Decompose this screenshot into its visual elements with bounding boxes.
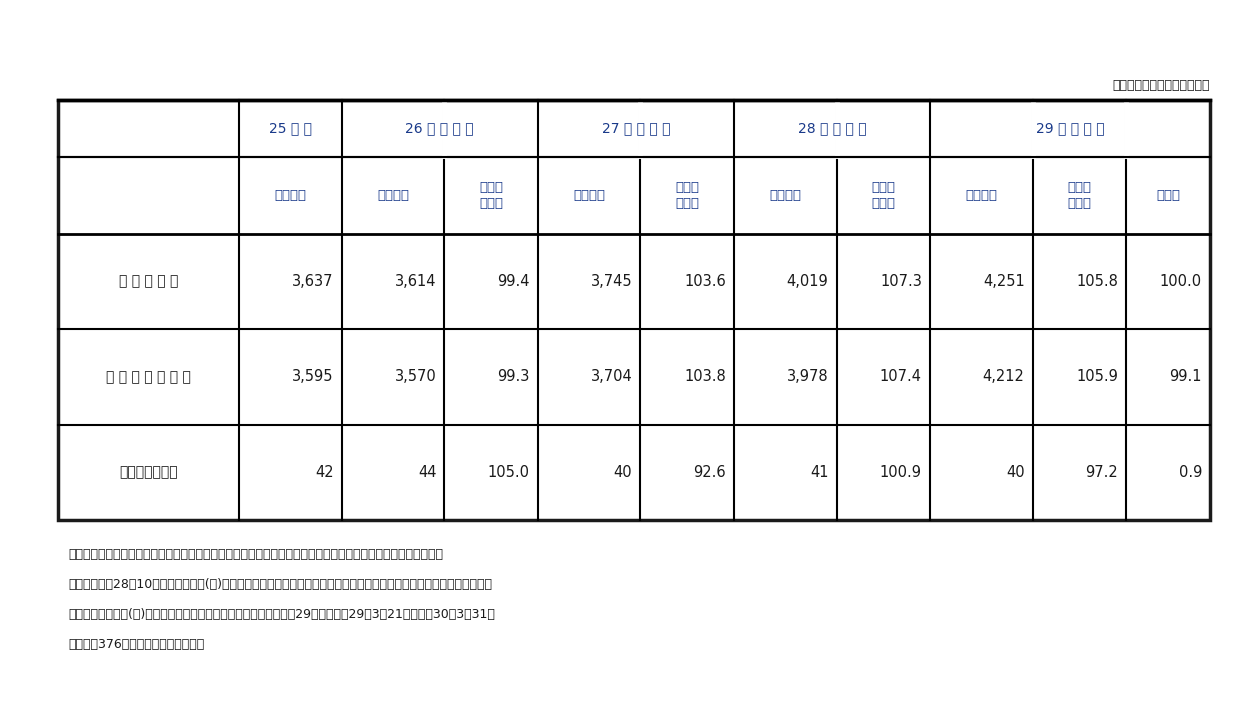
Text: 107.3: 107.3 xyxy=(880,274,922,289)
Text: 40: 40 xyxy=(1006,465,1025,479)
Text: 航空等利用運送: 航空等利用運送 xyxy=(119,465,177,479)
Text: 0.9: 0.9 xyxy=(1178,465,1202,479)
Text: 105.0: 105.0 xyxy=(488,465,529,479)
Text: 3,745: 3,745 xyxy=(590,274,633,289)
Text: 42: 42 xyxy=(314,465,333,479)
Text: 4,251: 4,251 xyxy=(983,274,1025,289)
Text: 4,019: 4,019 xyxy=(786,274,829,289)
Text: 40: 40 xyxy=(614,465,633,479)
Bar xyxy=(57,100,1211,520)
Text: 100.9: 100.9 xyxy=(880,465,922,479)
Text: 99.3: 99.3 xyxy=(498,369,529,384)
Text: （注１）日本郵便の株については、航空等利用運送事業に係る宅配便も含めトラック運送として集計している。: （注１）日本郵便の株については、航空等利用運送事業に係る宅配便も含めトラック運送… xyxy=(67,548,443,561)
Text: 105.8: 105.8 xyxy=(1076,274,1118,289)
Text: 3,614: 3,614 xyxy=(394,274,437,289)
Text: 対前年
度　比: 対前年 度 比 xyxy=(675,181,699,210)
Text: 26 　 年 　 度: 26 年 度 xyxy=(406,121,474,135)
Text: 99.4: 99.4 xyxy=(497,274,529,289)
Text: 取扱個数: 取扱個数 xyxy=(275,189,306,202)
Text: ト 　 ラ 　 ッ 　 ク: ト ラ ッ ク xyxy=(106,370,191,384)
Text: （注２）平成28年10月より日本郵便(株)が取扱う「ゆうパケット」を宅配便取扱個数に含めて集計することとしている。: （注２）平成28年10月より日本郵便(株)が取扱う「ゆうパケット」を宅配便取扱個… xyxy=(67,578,492,591)
Text: 100.0: 100.0 xyxy=(1159,274,1202,289)
Text: 取扱個数: 取扱個数 xyxy=(769,189,801,202)
Text: 4,212: 4,212 xyxy=(982,369,1025,384)
Text: 構成比: 構成比 xyxy=(1156,189,1179,202)
Text: 3,570: 3,570 xyxy=(394,369,437,384)
Text: 103.8: 103.8 xyxy=(684,369,726,384)
Text: 28 　 年 　 度: 28 年 度 xyxy=(797,121,866,135)
Text: 29 　 年 　 度: 29 年 度 xyxy=(1036,121,1104,135)
Text: 107.4: 107.4 xyxy=(880,369,922,384)
Text: 92.6: 92.6 xyxy=(693,465,726,479)
Text: 3,704: 3,704 xyxy=(590,369,633,384)
Text: 27 　 年 　 度: 27 年 度 xyxy=(602,121,670,135)
Text: 105.9: 105.9 xyxy=(1076,369,1118,384)
Text: 103.6: 103.6 xyxy=(684,274,726,289)
Text: 取扱個数: 取扱個数 xyxy=(965,189,997,202)
Text: 宅 配 便 合 計: 宅 配 便 合 計 xyxy=(119,274,178,289)
Text: 3,595: 3,595 xyxy=(292,369,333,384)
Text: （注３）佐川急便(株)において、決算期の変更があったため、平成29年度は平成29年3月21日～平成30年3月31日: （注３）佐川急便(株)において、決算期の変更があったため、平成29年度は平成29… xyxy=(67,608,495,621)
Text: 3,978: 3,978 xyxy=(787,369,829,384)
Text: 97.2: 97.2 xyxy=(1086,465,1118,479)
Text: 25 年 度: 25 年 度 xyxy=(268,121,312,135)
Text: 対前年
度　比: 対前年 度 比 xyxy=(871,181,895,210)
Text: 対前年
度　比: 対前年 度 比 xyxy=(479,181,503,210)
Text: （376日分）で集計している。: （376日分）で集計している。 xyxy=(67,638,205,651)
Text: （単位：百万個（冊）、％）: （単位：百万個（冊）、％） xyxy=(1112,79,1211,92)
Text: 取扱個数: 取扱個数 xyxy=(377,189,409,202)
Text: 44: 44 xyxy=(418,465,437,479)
Text: 41: 41 xyxy=(810,465,829,479)
Text: 対前年
度　比: 対前年 度 比 xyxy=(1067,181,1091,210)
Text: 3,637: 3,637 xyxy=(292,274,333,289)
Text: 取扱個数: 取扱個数 xyxy=(573,189,605,202)
Text: 99.1: 99.1 xyxy=(1169,369,1202,384)
